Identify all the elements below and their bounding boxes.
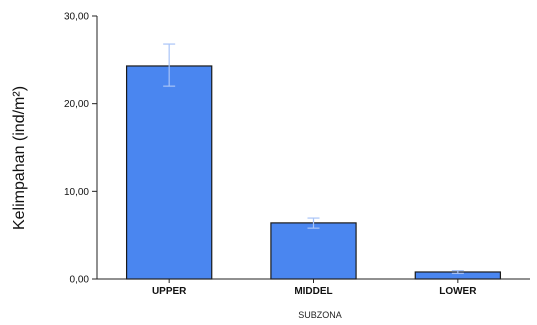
x-tick-label: MIDDEL (294, 286, 332, 297)
x-axis: UPPER MIDDEL LOWER (97, 278, 530, 297)
x-tick-label: LOWER (439, 286, 477, 297)
y-axis-label: Kelimpahan (ind/m²) (11, 86, 28, 230)
y-tick-label: 30,00 (64, 12, 89, 23)
bars-group (125, 43, 502, 280)
y-tick-label: 10,00 (64, 187, 89, 198)
x-axis-label: SUBZONA (298, 310, 342, 320)
y-tick-label: 20,00 (64, 99, 89, 110)
bar-middel (270, 222, 357, 280)
x-tick-label: UPPER (152, 286, 187, 297)
bar-upper (125, 65, 213, 280)
y-tick-label: 0,00 (70, 275, 90, 286)
y-axis: 0,00 10,00 20,00 30,00 (64, 12, 98, 286)
